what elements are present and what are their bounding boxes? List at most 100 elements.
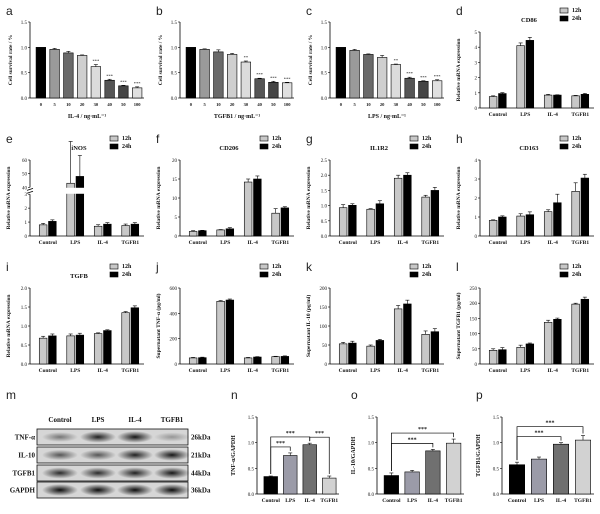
bar-12h (543, 94, 553, 109)
y-tick-label: 1.5 (493, 416, 500, 421)
bar-12h (216, 229, 225, 237)
x-tick-label: Control (508, 498, 527, 504)
bar-24h (525, 214, 535, 237)
legend-label: 12h (572, 264, 582, 270)
chart-panel-b: b 0.0 0.5 1.0 1.5 Cell survival rate / % 0 5 10 2… (156, 4, 294, 120)
significance-label: ** (394, 58, 399, 63)
x-axis-label: LPS / ng·mL⁻¹ (368, 114, 406, 120)
protein-band (80, 467, 116, 479)
y-tick-label: 1.0 (21, 325, 28, 330)
bar (418, 80, 429, 99)
y-axis-label: Relative mRNA expression (156, 167, 162, 230)
molecular-weight-label: 44kDa (191, 470, 211, 478)
bar-24h (375, 203, 385, 237)
x-tick-label: 30 (394, 102, 399, 107)
x-tick-label: 50 (421, 102, 426, 107)
legend-label: 12h (122, 136, 132, 142)
x-tick-label: Control (339, 240, 358, 246)
chart-panel-e: e 0 1 2 3 40 50 60 Relative mRNA expression iNOS C… (6, 132, 144, 246)
bar-24h (580, 94, 590, 109)
protein-band (154, 484, 190, 496)
x-tick-label: 50 (121, 102, 126, 107)
bar (302, 444, 317, 495)
y-axis-label: IL-10/GAPDH (351, 436, 357, 474)
significance-label: *** (284, 76, 292, 81)
legend-label: 12h (422, 136, 432, 142)
significance-label: *** (256, 72, 264, 77)
x-tick-label: 0 (340, 102, 343, 107)
y-tick-label: 0.0 (21, 97, 28, 102)
x-tick-label: Control (489, 240, 508, 246)
bar-24h (498, 216, 507, 237)
chart-panel-a: a 0.0 0.5 1.0 1.5 Cell survival rate / % 0 5 10 2… (6, 4, 144, 120)
chart-panel-c: c 0.0 0.5 1.0 1.5 Cell survival rate / % 0 5 10 2… (306, 4, 444, 120)
bar (35, 47, 46, 99)
bar-24h (580, 298, 590, 365)
y-tick-label: 0.0 (493, 493, 500, 498)
bar (185, 47, 196, 99)
bar-12h (338, 343, 348, 365)
legend-swatch (259, 271, 269, 278)
bar-12h (571, 95, 580, 109)
x-tick-label: Control (39, 240, 58, 246)
y-tick-label: 0.0 (248, 493, 255, 498)
chart-panel-f: f 0 5 10 15 20 Relative mRNA expression CD206 Co… (156, 132, 294, 246)
x-tick-label: TGFB1 (121, 368, 139, 374)
bar (390, 64, 401, 99)
significance-label: *** (408, 437, 417, 443)
panel-letter: o (351, 388, 358, 402)
legend-label: 24h (122, 144, 132, 150)
legend-swatch (109, 143, 119, 150)
x-tick-label: 100 (284, 102, 292, 107)
significance-label: *** (315, 431, 324, 437)
bar-break-gap (65, 187, 76, 194)
bar-12h (571, 191, 580, 237)
bar-12h (271, 212, 280, 237)
legend-swatch (559, 7, 569, 14)
lane-label: TGFB1 (161, 416, 184, 424)
legend-label: 24h (272, 272, 282, 278)
bar (213, 51, 224, 99)
x-tick-label: TGFB1 (271, 240, 289, 246)
chart-title: CD163 (519, 145, 539, 152)
protein-band (117, 467, 153, 479)
bar-24h (48, 221, 57, 237)
x-tick-label: IL-4 (548, 240, 559, 246)
x-tick-label: TGFB1 (571, 368, 589, 374)
x-tick-label: LPS (370, 240, 380, 246)
bar (268, 81, 279, 99)
x-tick-label: TGFB1 (445, 498, 463, 504)
chart-panel-d: d 0 1 2 3 4 5 Relative mRNA expression CD86 Contr… (456, 4, 594, 118)
bar-12h (488, 350, 498, 365)
significance-label: *** (270, 75, 278, 80)
lane-label: IL-4 (128, 416, 142, 424)
molecular-weight-label: 36kDa (191, 487, 211, 495)
western-blot-panel: m Control LPS IL-4 TGFB1 TNF-α 26kDa IL-10 21kDa… (6, 388, 211, 499)
bar-24h (375, 340, 385, 365)
protein-band (154, 467, 190, 479)
y-tick-label: 1.0 (248, 442, 255, 447)
x-tick-label: LPS (70, 368, 80, 374)
y-tick-label: 5 (475, 31, 478, 36)
panel-letter: g (306, 132, 313, 146)
y-tick-label: 0 (475, 107, 478, 112)
x-tick-label: IL-4 (556, 498, 567, 504)
y-tick-label: 0.5 (248, 467, 255, 472)
chart-panel-j: j 0 200 400 600 Supernatant TNF-α (pg/ml) Cont… (155, 260, 294, 374)
bar (404, 77, 415, 99)
y-tick-label: 0.0 (21, 363, 28, 368)
y-tick-label: 200 (470, 302, 478, 307)
y-tick-label: 1.0 (368, 442, 375, 447)
x-tick-label: IL-4 (548, 368, 559, 374)
x-tick-label: 100 (134, 102, 142, 107)
y-tick-label: 4 (475, 46, 478, 51)
y-tick-label: 1 (475, 216, 478, 221)
legend-swatch (559, 263, 569, 270)
x-tick-label: IL-4 (248, 368, 259, 374)
y-tick-label: 0 (175, 363, 178, 368)
y-tick-label: 2.5 (321, 159, 328, 164)
lane-label: LPS (92, 416, 105, 424)
legend-swatch (259, 143, 269, 150)
comparison-bracket (391, 432, 454, 471)
bar (363, 54, 374, 99)
